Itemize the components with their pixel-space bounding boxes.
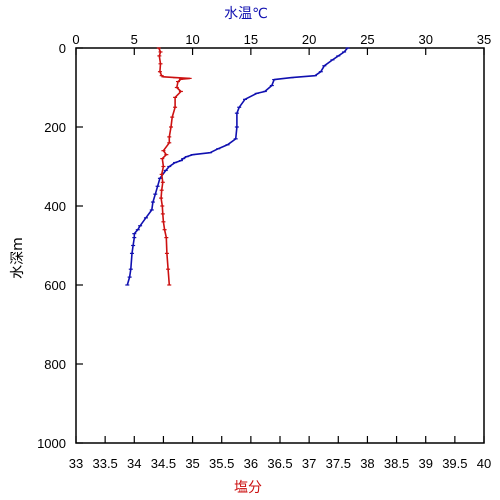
bottom-tick-label: 37.5 bbox=[326, 456, 351, 471]
series-layer bbox=[125, 47, 350, 286]
top-tick-label: 25 bbox=[360, 32, 374, 47]
y-tick-label: 1000 bbox=[37, 436, 66, 451]
y-axis-title: 水深m bbox=[10, 237, 26, 279]
bottom-tick-label: 39.5 bbox=[442, 456, 467, 471]
temperature-line bbox=[126, 47, 349, 286]
bottom-tick-label: 36.5 bbox=[267, 456, 292, 471]
bottom-tick-label: 39 bbox=[418, 456, 432, 471]
bottom-tick-label: 35.5 bbox=[209, 456, 234, 471]
bottom-tick-label: 34.5 bbox=[151, 456, 176, 471]
bottom-axis-ticks: 33 33.5 34 34.5 35 35.5 36 36.5 37 37.5 38 38.5 39 39… bbox=[69, 436, 491, 471]
plot-frame bbox=[75, 47, 485, 444]
y-axis-ticks: 0 200 400 600 800 1000 bbox=[37, 41, 83, 451]
y-tick-label: 600 bbox=[44, 278, 66, 293]
top-axis-ticks: 0 5 10 15 20 25 30 35 bbox=[72, 32, 491, 55]
bottom-tick-label: 35 bbox=[185, 456, 199, 471]
top-tick-label: 5 bbox=[131, 32, 138, 47]
bottom-axis-title: 塩分 bbox=[234, 480, 262, 496]
bottom-tick-label: 40 bbox=[477, 456, 491, 471]
plot-border bbox=[75, 47, 485, 444]
bottom-tick-label: 33 bbox=[69, 456, 83, 471]
y-tick-label: 400 bbox=[44, 199, 66, 214]
bottom-tick-label: 38.5 bbox=[384, 456, 409, 471]
y-tick-label: 0 bbox=[59, 41, 66, 56]
bottom-tick-label: 34 bbox=[127, 456, 141, 471]
bottom-tick-label: 33.5 bbox=[92, 456, 117, 471]
top-tick-label: 15 bbox=[244, 32, 258, 47]
top-axis-title: 水温℃ bbox=[224, 6, 268, 22]
top-tick-label: 20 bbox=[302, 32, 316, 47]
top-tick-label: 0 bbox=[72, 32, 79, 47]
top-tick-label: 35 bbox=[477, 32, 491, 47]
top-tick-label: 10 bbox=[185, 32, 199, 47]
y-tick-label: 800 bbox=[44, 357, 66, 372]
bottom-tick-label: 37 bbox=[302, 456, 316, 471]
bottom-tick-label: 38 bbox=[360, 456, 374, 471]
top-tick-label: 30 bbox=[418, 32, 432, 47]
bottom-tick-label: 36 bbox=[244, 456, 258, 471]
y-tick-label: 200 bbox=[44, 120, 66, 135]
